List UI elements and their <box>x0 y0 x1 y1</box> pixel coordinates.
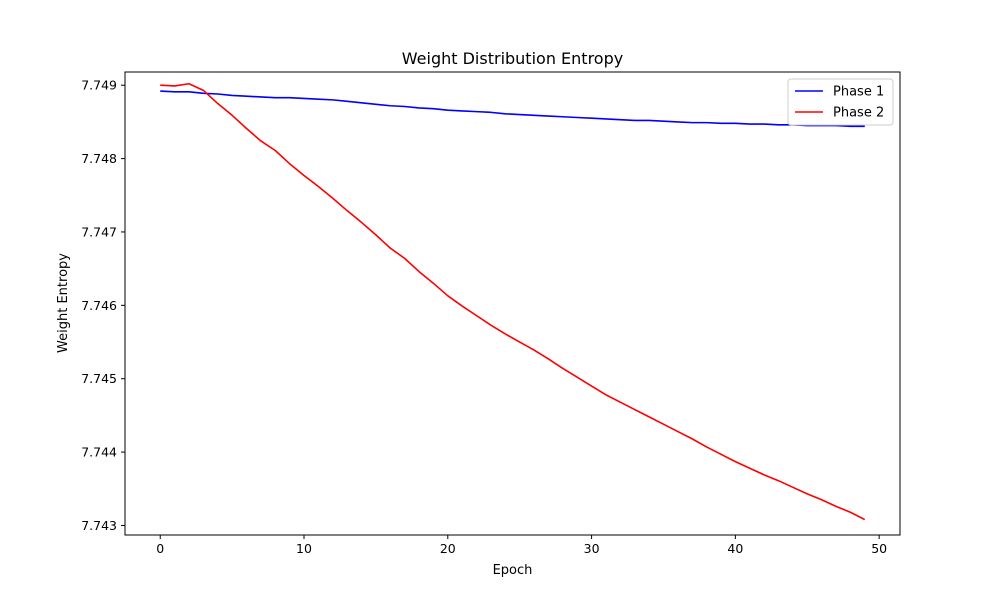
y-tick-label: 7.749 <box>81 78 117 93</box>
chart-title: Weight Distribution Entropy <box>402 49 623 68</box>
y-tick-label: 7.746 <box>81 298 117 313</box>
y-axis-ticks: 7.743 7.744 7.745 7.746 7.747 7.748 7.749 <box>81 78 125 533</box>
y-tick-label: 7.748 <box>81 151 117 166</box>
x-tick-label: 10 <box>296 541 312 556</box>
x-tick-label: 0 <box>156 541 164 556</box>
legend-label-1: Phase 1 <box>833 85 884 100</box>
y-axis-label: Weight Entropy <box>56 253 71 353</box>
x-axis-ticks: 0 10 20 30 40 50 <box>156 535 887 556</box>
x-tick-label: 50 <box>871 541 887 556</box>
x-tick-label: 40 <box>727 541 743 556</box>
series-line-1 <box>160 90 865 128</box>
legend-label-2: Phase 2 <box>833 106 884 121</box>
y-tick-label: 7.744 <box>81 445 117 460</box>
legend: Phase 1 Phase 2 <box>787 78 894 126</box>
series-line-2 <box>160 82 866 521</box>
x-tick-label: 30 <box>584 541 600 556</box>
plot-frame <box>124 71 901 536</box>
y-tick-label: 7.747 <box>81 224 117 239</box>
x-axis-label: Epoch <box>493 563 533 578</box>
y-tick-label: 7.743 <box>81 518 117 533</box>
x-tick-label: 20 <box>440 541 456 556</box>
y-tick-label: 7.745 <box>81 371 117 386</box>
